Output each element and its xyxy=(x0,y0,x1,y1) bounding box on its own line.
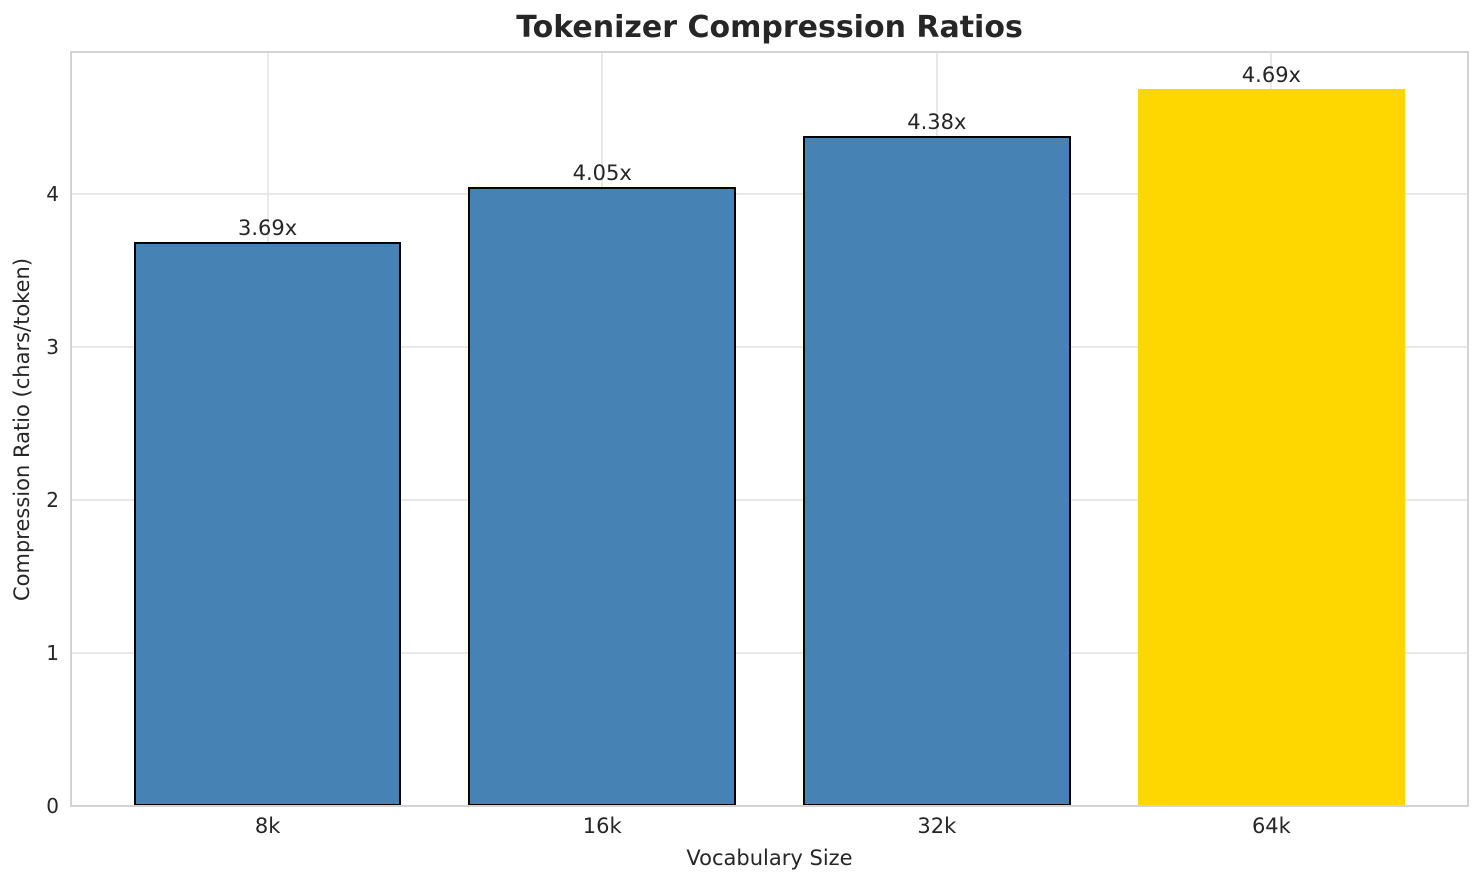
y-tick-label: 3 xyxy=(46,335,59,360)
bar-64k xyxy=(1137,88,1406,806)
bar-8k xyxy=(133,241,402,806)
bar-16k xyxy=(468,186,737,806)
x-tick-label: 64k xyxy=(1251,814,1291,838)
chart-title: Tokenizer Compression Ratios xyxy=(516,10,1023,45)
y-gridline xyxy=(71,193,1468,196)
y-axis-label: Compression Ratio (chars/token) xyxy=(10,257,34,601)
x-tick-label: 16k xyxy=(582,814,622,838)
x-axis-label: Vocabulary Size xyxy=(686,846,853,870)
y-tick-label: 0 xyxy=(46,794,59,818)
y-gridline xyxy=(71,346,1468,349)
bar-32k xyxy=(802,136,1071,806)
y-tick-label: 1 xyxy=(46,641,59,666)
x-tick-label: 32k xyxy=(917,814,957,838)
bar-value-label: 4.05x xyxy=(572,160,632,185)
bar-value-label: 4.69x xyxy=(1241,62,1301,87)
plot-area: 3.69x 4.05x 4.38x 4.69x xyxy=(70,51,1469,807)
y-gridline xyxy=(71,499,1468,502)
y-gridline xyxy=(71,652,1468,655)
y-tick-label: 2 xyxy=(46,488,59,513)
bar-value-label: 3.69x xyxy=(238,215,298,240)
y-tick-label: 4 xyxy=(46,182,59,207)
x-tick-label: 8k xyxy=(254,814,281,838)
bar-value-label: 4.38x xyxy=(907,110,967,135)
